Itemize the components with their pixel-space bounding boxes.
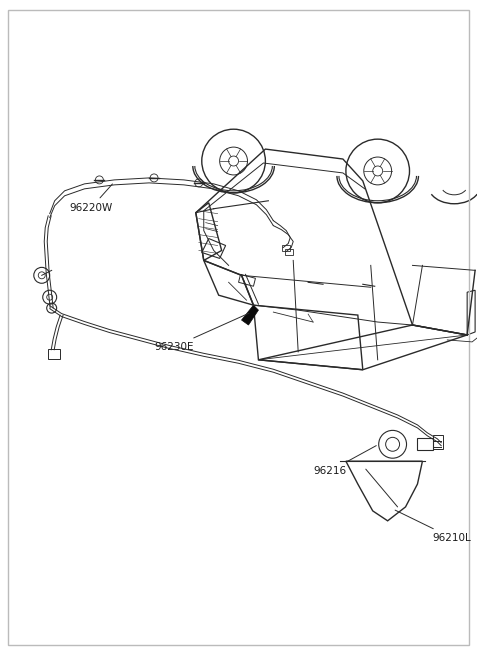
Bar (282, 246, 290, 252)
Text: 96216: 96216 (313, 445, 376, 476)
Bar (48, 349, 60, 359)
Bar (418, 438, 433, 450)
Text: 96210L: 96210L (395, 510, 471, 543)
Polygon shape (241, 305, 258, 325)
Text: 96230E: 96230E (154, 313, 249, 352)
Text: 96220W: 96220W (70, 184, 113, 213)
Bar (433, 436, 444, 449)
Bar (285, 250, 293, 255)
